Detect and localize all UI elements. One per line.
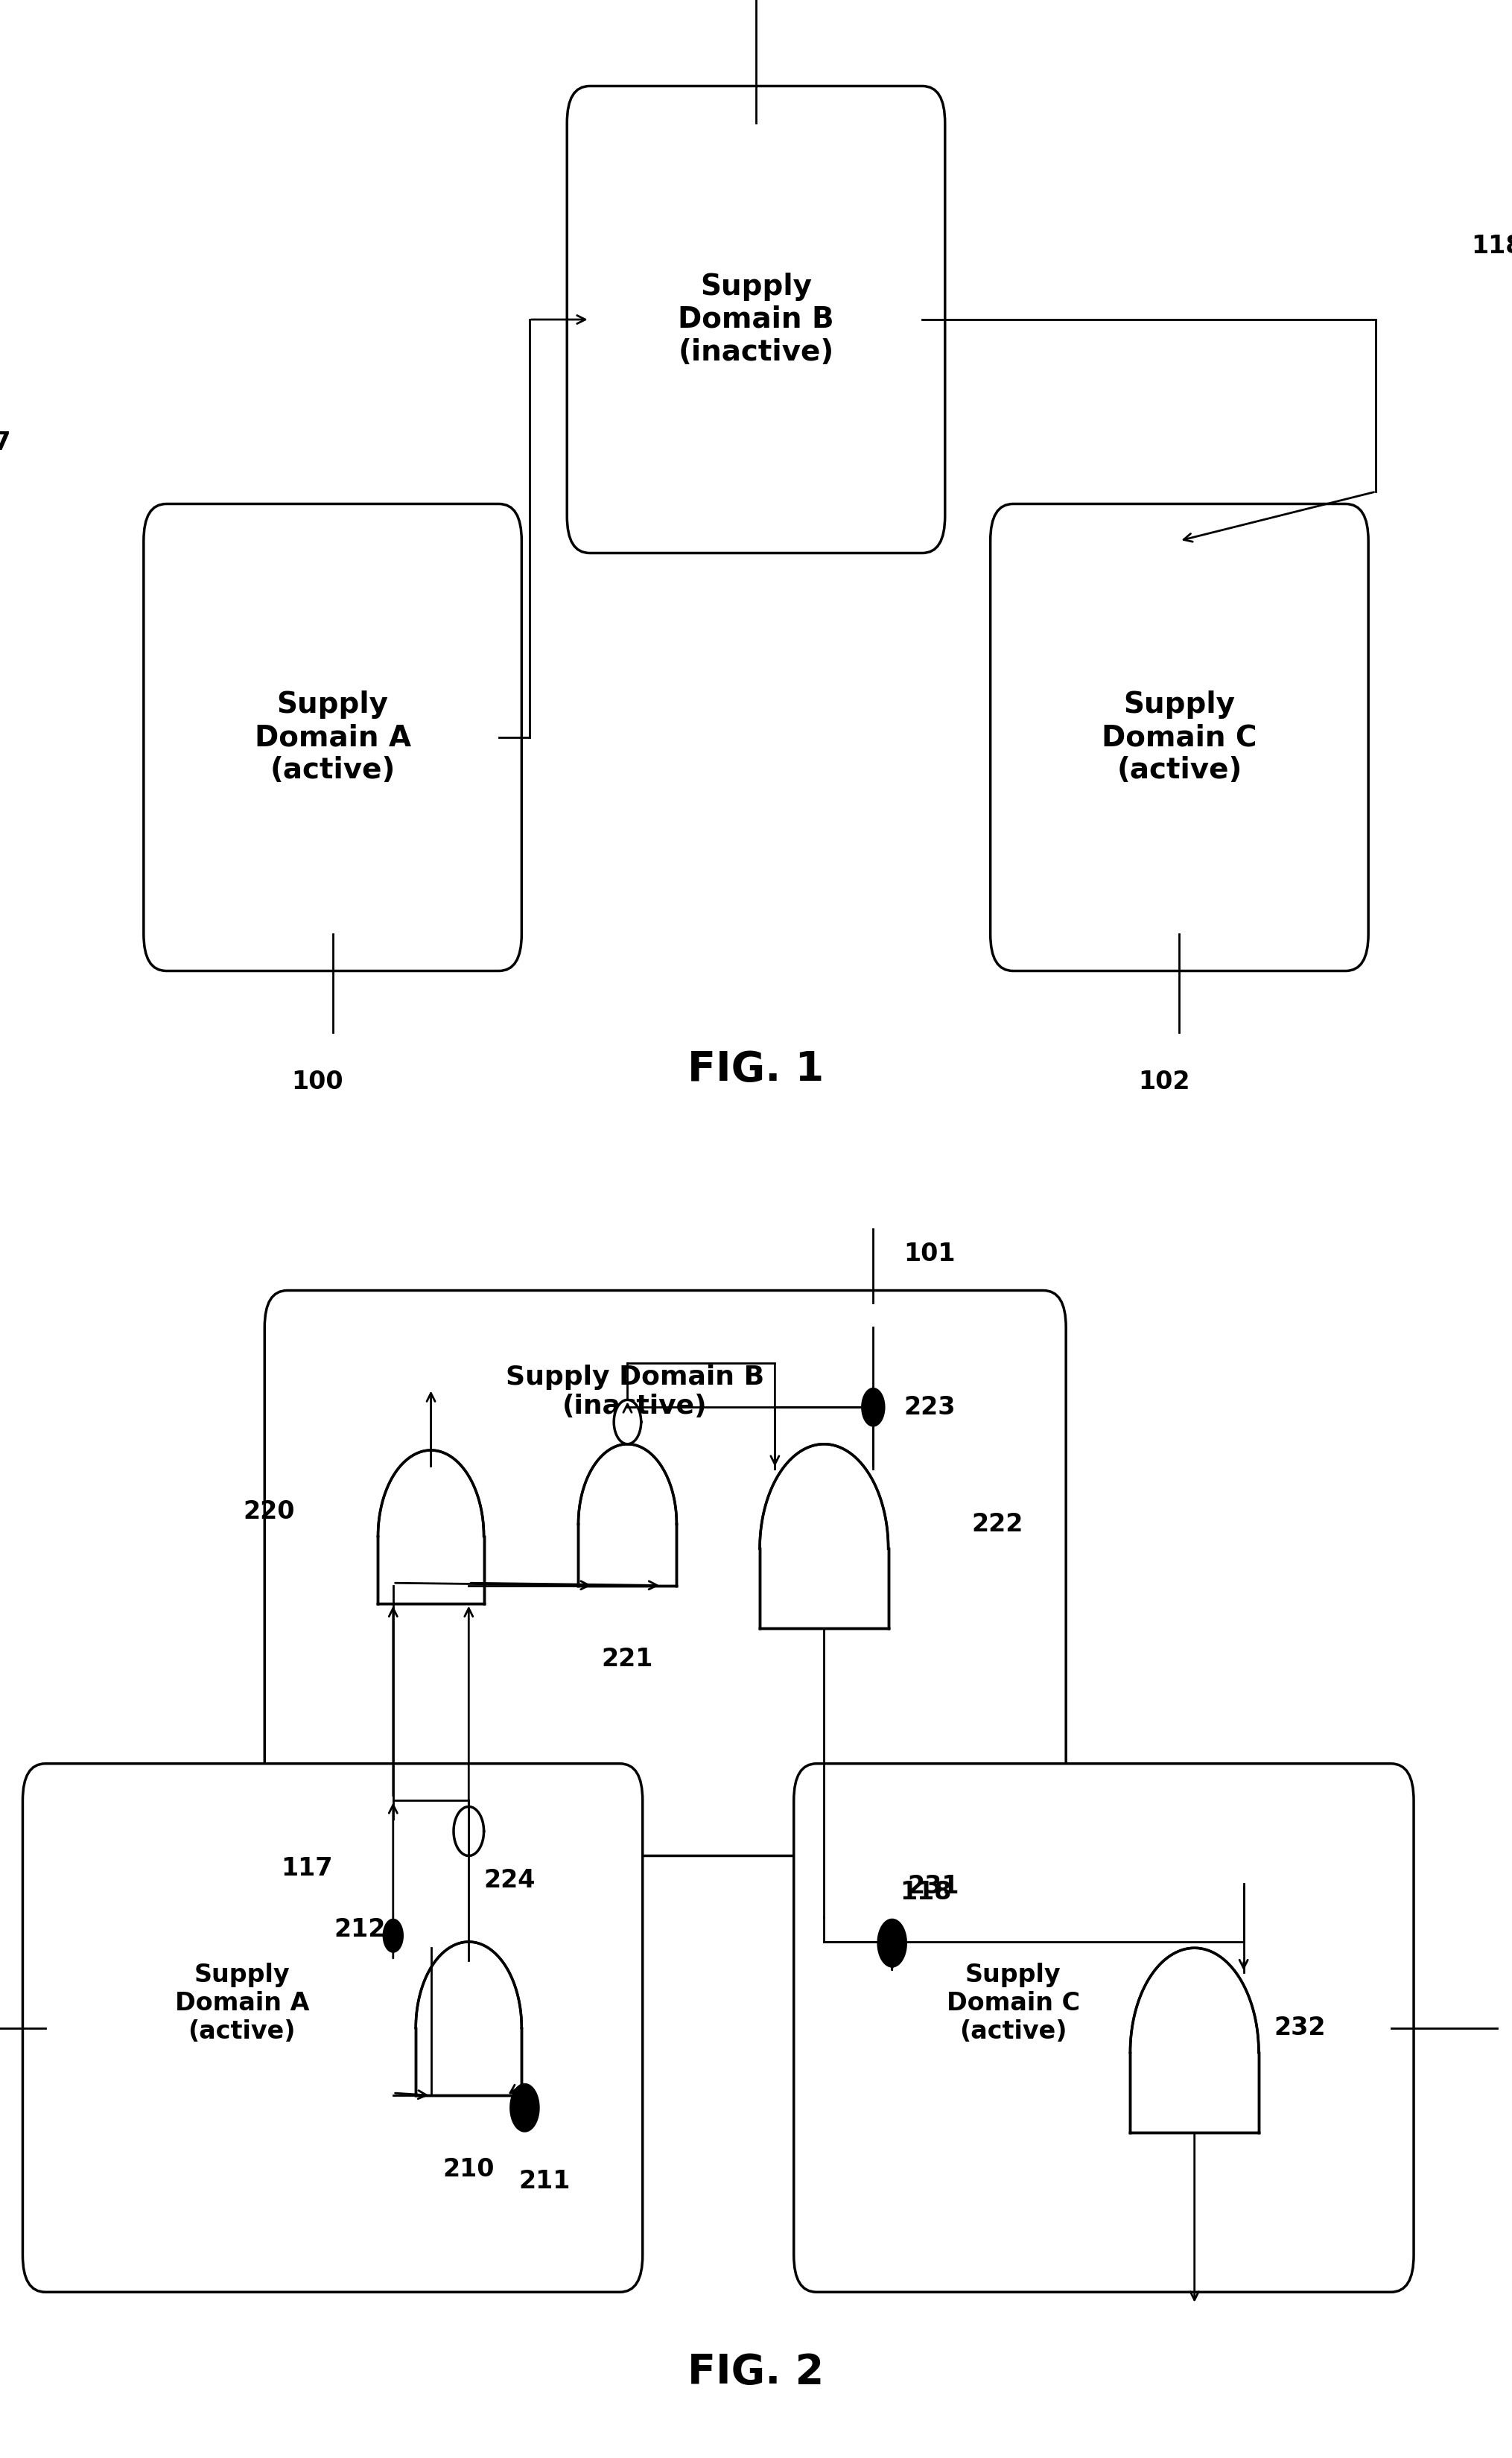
Text: 223: 223 [903,1396,956,1421]
Text: 101: 101 [903,1241,956,1266]
Text: Supply
Domain A
(active): Supply Domain A (active) [254,691,411,784]
FancyBboxPatch shape [794,1765,1414,2291]
Polygon shape [578,1445,677,1585]
Polygon shape [416,1942,522,2094]
Text: 224: 224 [484,1868,535,1893]
Polygon shape [1131,1949,1258,2131]
Text: 102: 102 [1139,1069,1190,1094]
Polygon shape [862,1389,886,1426]
Polygon shape [383,1920,404,1952]
Text: 220: 220 [243,1499,295,1524]
Text: 210: 210 [443,2158,494,2183]
FancyBboxPatch shape [144,504,522,971]
Text: 100: 100 [292,1069,343,1094]
Polygon shape [510,2084,540,2131]
Text: FIG. 2: FIG. 2 [688,2352,824,2392]
Text: Supply
Domain A
(active): Supply Domain A (active) [175,1961,308,2045]
Text: Supply
Domain C
(active): Supply Domain C (active) [947,1961,1080,2045]
FancyBboxPatch shape [567,86,945,553]
Text: Supply
Domain B
(inactive): Supply Domain B (inactive) [677,273,835,366]
Text: 118: 118 [1471,234,1512,258]
Text: 117: 117 [281,1856,333,1880]
Text: 118: 118 [900,1880,951,1905]
Text: 117: 117 [0,430,11,455]
Text: FIG. 1: FIG. 1 [688,1050,824,1089]
Text: 212: 212 [334,1917,386,1942]
FancyBboxPatch shape [23,1765,643,2291]
Polygon shape [761,1445,888,1627]
Polygon shape [454,1807,484,1856]
Text: Supply Domain B
(inactive): Supply Domain B (inactive) [507,1364,764,1418]
Text: 211: 211 [519,2170,570,2193]
FancyBboxPatch shape [990,504,1368,971]
Text: Supply
Domain C
(active): Supply Domain C (active) [1102,691,1256,784]
Text: 231: 231 [907,1873,959,1898]
FancyBboxPatch shape [265,1290,1066,1856]
Text: 222: 222 [971,1512,1024,1536]
Text: 232: 232 [1273,2016,1326,2040]
Text: 221: 221 [602,1647,653,1671]
Polygon shape [614,1401,641,1443]
Polygon shape [877,1920,907,1966]
Polygon shape [378,1450,484,1605]
